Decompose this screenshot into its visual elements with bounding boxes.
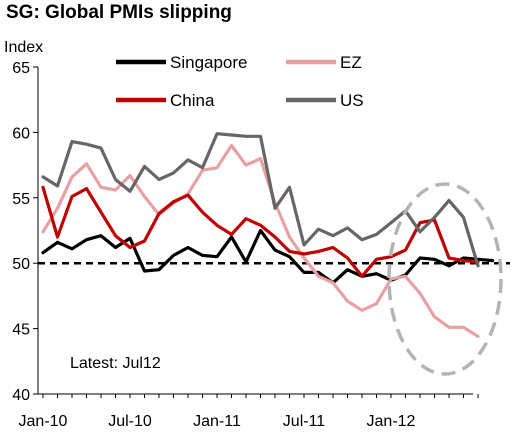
y-tick-label: 50 [12, 256, 30, 273]
series-group [41, 132, 495, 338]
axes: 40 45 50 55 60 65 Jan-10 Jul-10 Jan-11 Jul-11 Jan-… [12, 60, 479, 430]
x-tick-label: Jan-10 [19, 413, 68, 430]
latest-annotation: Latest: Jul12 [70, 355, 161, 372]
y-tick-label: 45 [12, 322, 30, 339]
series-line-china [41, 185, 480, 278]
series-line-ez [41, 143, 480, 338]
x-tick-label: Jan-12 [367, 413, 416, 430]
legend-label-ez: EZ [340, 53, 362, 72]
series-line-singapore [41, 228, 495, 285]
y-axis-label: Index [4, 39, 43, 56]
x-tick-label: Jul-11 [283, 413, 325, 430]
highlight-group [387, 182, 503, 376]
x-tick-label: Jul-10 [108, 413, 152, 430]
legend-label-us: US [340, 91, 364, 110]
y-tick-label: 65 [12, 60, 30, 77]
legend-label-china: China [170, 91, 215, 110]
chart-title: SG: Global PMIs slipping [6, 2, 232, 23]
highlight-ellipse [387, 182, 503, 376]
series-line-us [41, 132, 480, 268]
y-tick-label: 55 [12, 191, 30, 208]
y-tick-label: 40 [12, 387, 30, 404]
x-tick-label: Jan-11 [193, 413, 241, 430]
legend: Singapore EZ China US [116, 53, 364, 110]
legend-label-singapore: Singapore [170, 53, 248, 72]
y-tick-label: 60 [12, 125, 30, 142]
